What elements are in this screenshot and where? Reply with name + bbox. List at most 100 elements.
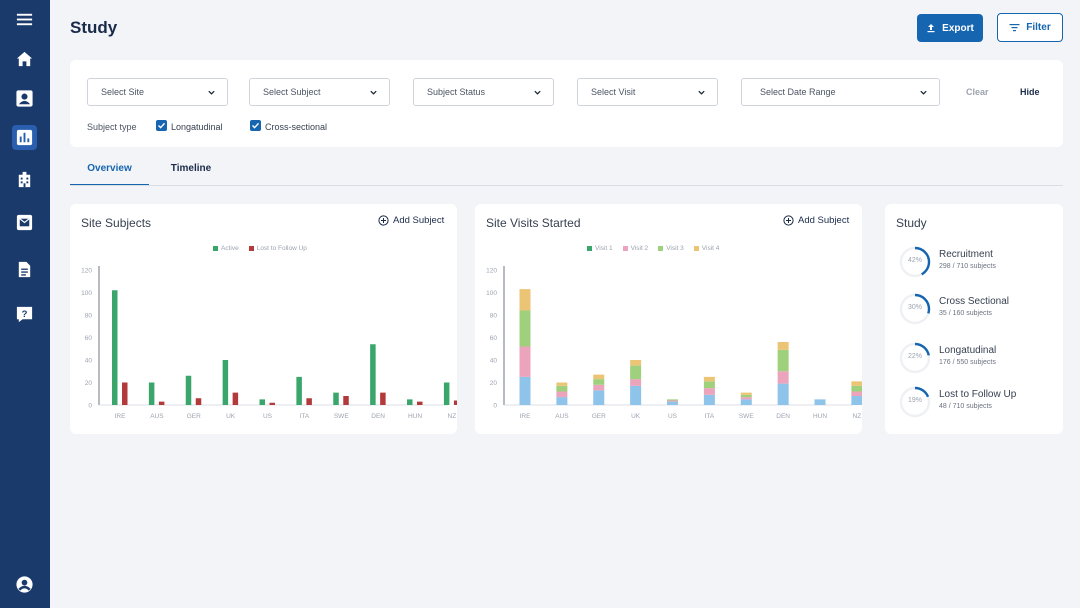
y-tick-label: 120 — [486, 268, 497, 275]
subject-select[interactable]: Select Subject — [249, 78, 390, 106]
bar — [259, 399, 266, 405]
longitudinal-checkbox[interactable] — [156, 120, 167, 131]
progress-title: Recruitment — [939, 249, 993, 260]
bar-segment — [519, 346, 531, 377]
bar — [306, 398, 312, 405]
bar-segment — [556, 391, 568, 398]
site-select[interactable]: Select Site — [87, 78, 228, 106]
bar — [343, 396, 349, 405]
check-icon — [252, 122, 260, 129]
x-tick-label: GER — [592, 413, 606, 420]
y-tick-label: 40 — [490, 358, 498, 365]
x-tick-label: HUN — [408, 413, 422, 420]
bar — [122, 382, 128, 405]
user-icon[interactable] — [12, 86, 37, 111]
y-tick-label: 20 — [85, 380, 93, 387]
status-select-value: Subject Status — [427, 87, 486, 97]
page-title: Study — [70, 18, 118, 37]
progress-detail: 48 / 710 subjects — [939, 403, 992, 410]
progress-arc — [899, 386, 931, 418]
x-tick-label: DEN — [776, 413, 790, 420]
chart-legend: Visit 1 Visit 2 Visit 3 Visit 4 — [587, 245, 719, 252]
bar-segment — [740, 394, 752, 398]
building-icon[interactable] — [12, 167, 37, 192]
legend-label: Visit 1 — [595, 245, 613, 252]
x-tick-label: AUS — [150, 413, 164, 420]
legend-swatch — [248, 246, 254, 251]
cross-sectional-checkbox[interactable] — [250, 120, 261, 131]
bar-segment — [740, 392, 752, 395]
progress-percent: 42% — [907, 257, 922, 264]
bar — [222, 360, 229, 405]
tab-overview[interactable]: Overview — [70, 156, 149, 186]
add-subject-label: Add Subject — [798, 215, 850, 226]
bar-segment — [814, 399, 826, 405]
bar-segment — [777, 383, 789, 405]
export-button[interactable]: Export — [917, 14, 983, 42]
site-subjects-chart: 0 20 40 60 80 100 120 IRE AUS GER UK US ITA SWE DEN HUN… — [81, 266, 457, 420]
mail-icon[interactable] — [12, 210, 37, 235]
study-progress-item: 22% Longatudinal 176 / 550 subjects — [899, 342, 1059, 374]
bar-segment — [556, 382, 568, 386]
chevron-down-icon — [920, 90, 927, 95]
status-select[interactable]: Subject Status — [413, 78, 554, 106]
add-subject-button[interactable]: Add Subject — [378, 215, 444, 226]
bar-segment — [519, 289, 531, 311]
progress-arc — [899, 293, 931, 325]
legend-label: Lost to Follow Up — [256, 245, 307, 252]
legend-item: Visit 4 — [693, 245, 719, 252]
account-icon[interactable] — [12, 572, 37, 597]
home-icon[interactable] — [12, 47, 37, 72]
x-tick-label: US — [263, 413, 273, 420]
bar-segment — [667, 401, 679, 405]
progress-ring — [899, 293, 931, 325]
progress-ring — [899, 342, 931, 374]
bar — [453, 400, 457, 405]
filter-label: Filter — [1026, 22, 1051, 33]
longitudinal-label: Longatudinal — [171, 122, 223, 132]
progress-ring — [899, 246, 931, 278]
legend-label: Active — [221, 245, 239, 252]
legend-swatch — [658, 246, 664, 251]
y-tick-label: 0 — [88, 403, 92, 410]
hide-button[interactable]: Hide — [1020, 87, 1040, 97]
filter-button[interactable]: Filter — [997, 13, 1063, 42]
y-tick-label: 40 — [85, 358, 93, 365]
x-tick-label: UK — [226, 413, 236, 420]
visit-select-value: Select Visit — [591, 87, 636, 97]
site-subjects-card: Site Subjects Add Subject Active Lost to… — [70, 204, 457, 434]
bar-segment — [703, 381, 715, 389]
y-tick-label: 60 — [85, 335, 93, 342]
legend-item: Visit 1 — [587, 245, 613, 252]
bar — [148, 382, 155, 405]
legend-swatch — [693, 246, 699, 251]
clear-button[interactable]: Clear — [966, 87, 989, 97]
chart-legend: Active Lost to Follow Up — [213, 245, 307, 252]
bar — [380, 392, 386, 405]
bar-segment — [593, 384, 605, 391]
menu-icon[interactable] — [12, 7, 37, 32]
date-range-select[interactable]: Select Date Range — [741, 78, 940, 106]
bar — [158, 401, 165, 405]
x-tick-label: SWE — [739, 413, 754, 420]
bar-segment — [630, 365, 642, 380]
x-tick-label: ITA — [300, 413, 310, 420]
progress-detail: 298 / 710 subjects — [939, 263, 996, 270]
visit-select[interactable]: Select Visit — [577, 78, 718, 106]
y-tick-label: 120 — [81, 268, 92, 275]
site-select-value: Select Site — [101, 87, 145, 97]
bar-segment — [593, 390, 605, 405]
bar — [269, 402, 276, 405]
legend-swatch — [213, 246, 218, 251]
check-icon — [158, 122, 166, 129]
bar-segment — [851, 385, 862, 392]
add-subject-button[interactable]: Add Subject — [783, 215, 849, 226]
y-tick-label: 20 — [490, 380, 498, 387]
bar-chart-icon[interactable] — [12, 125, 37, 150]
help-icon[interactable]: ? — [12, 302, 37, 327]
tab-timeline[interactable]: Timeline — [170, 163, 212, 174]
bar-segment — [777, 342, 789, 350]
bar-segment — [519, 310, 531, 347]
document-icon[interactable] — [12, 257, 37, 282]
site-visits-card: Site Visits Started Add Subject Visit 1 … — [475, 204, 862, 434]
